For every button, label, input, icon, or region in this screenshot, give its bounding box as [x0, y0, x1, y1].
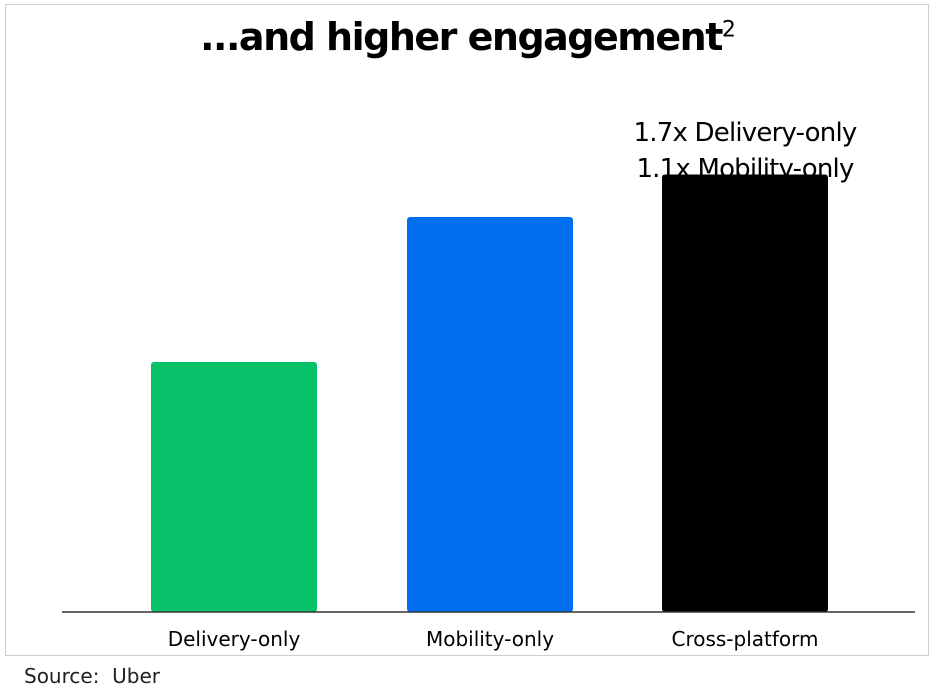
bars-layer	[151, 174, 828, 612]
category-label-delivery-only: Delivery-only	[168, 627, 301, 651]
category-labels: Delivery-only Mobility-only Cross-platform	[168, 627, 819, 651]
chart-title-superscript: 2	[721, 17, 736, 43]
annotation-line-2: 1.1x Mobility-only	[636, 154, 854, 184]
bar-chart: Delivery-only Mobility-only Cross-platform…	[62, 118, 915, 651]
annotation: 1.7x Delivery-only 1.1x Mobility-only	[634, 118, 858, 184]
bar-delivery-only	[151, 362, 317, 612]
bar-cross-platform	[662, 174, 828, 612]
chart-title: ...and higher engagement2	[6, 15, 930, 59]
category-label-mobility-only: Mobility-only	[426, 627, 554, 651]
chart-title-text: ...and higher engagement	[200, 15, 723, 59]
bar-mobility-only	[407, 217, 573, 612]
category-label-cross-platform: Cross-platform	[671, 627, 818, 651]
source-value: Uber	[112, 664, 161, 688]
source-note: Source: Uber	[24, 664, 160, 688]
annotation-line-1: 1.7x Delivery-only	[634, 118, 857, 148]
source-label: Source:	[24, 664, 100, 688]
